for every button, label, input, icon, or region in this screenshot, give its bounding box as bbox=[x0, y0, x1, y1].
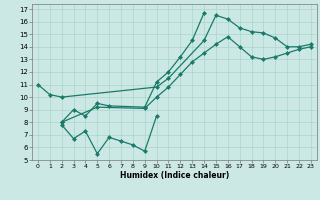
X-axis label: Humidex (Indice chaleur): Humidex (Indice chaleur) bbox=[120, 171, 229, 180]
